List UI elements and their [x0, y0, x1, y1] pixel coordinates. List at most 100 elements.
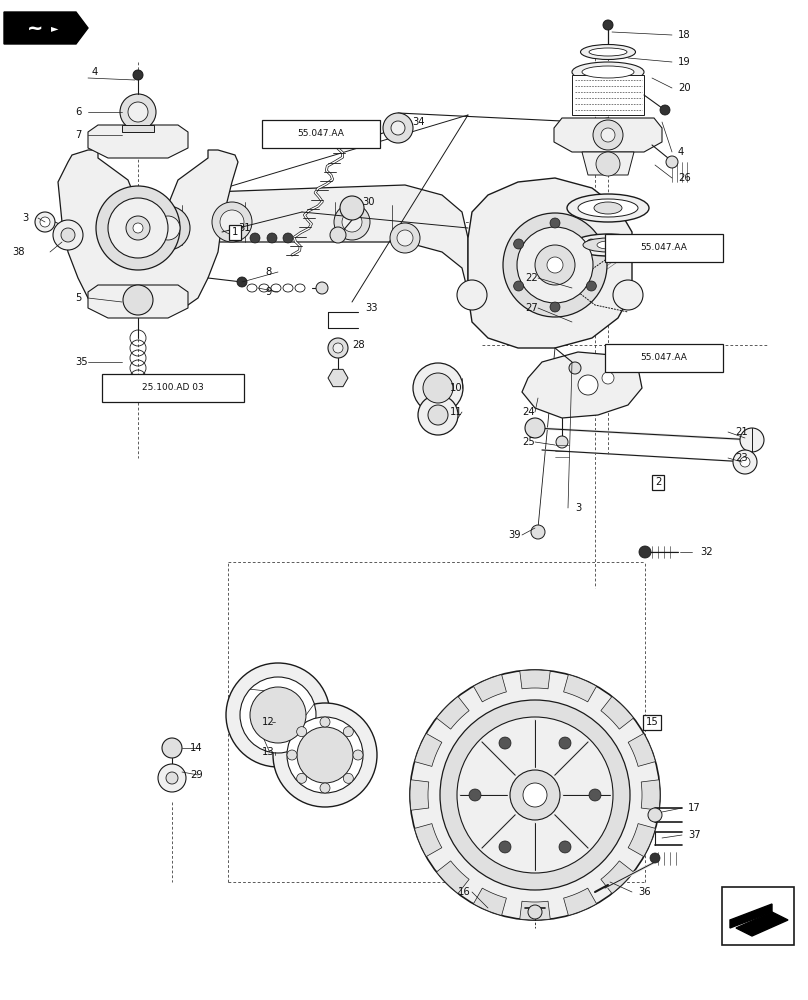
Text: 23: 23 [735, 453, 747, 463]
Circle shape [146, 206, 190, 250]
Circle shape [613, 280, 643, 310]
Circle shape [287, 717, 363, 793]
Text: 31: 31 [238, 223, 250, 233]
Circle shape [666, 156, 678, 168]
Circle shape [639, 546, 651, 558]
Text: 21: 21 [735, 427, 747, 437]
Text: 3: 3 [575, 503, 581, 513]
Text: 11: 11 [450, 407, 463, 417]
Circle shape [237, 277, 247, 287]
Wedge shape [564, 675, 596, 702]
Polygon shape [88, 125, 188, 158]
Circle shape [287, 750, 297, 760]
Text: ►: ► [51, 23, 59, 33]
Bar [722, 887, 794, 945]
Circle shape [250, 687, 306, 743]
Polygon shape [554, 118, 662, 152]
Wedge shape [436, 696, 469, 729]
Circle shape [391, 121, 405, 135]
Circle shape [550, 302, 560, 312]
Circle shape [423, 373, 453, 403]
Text: 34: 34 [412, 117, 424, 127]
Text: 55.047.AA: 55.047.AA [297, 129, 344, 138]
Circle shape [316, 282, 328, 294]
Circle shape [390, 223, 420, 253]
Circle shape [53, 220, 83, 250]
Circle shape [528, 905, 542, 919]
Circle shape [133, 223, 143, 233]
Circle shape [128, 102, 148, 122]
Circle shape [603, 20, 613, 30]
Circle shape [740, 428, 764, 452]
Text: 55.047.AA: 55.047.AA [641, 243, 688, 252]
Circle shape [418, 395, 458, 435]
Wedge shape [642, 780, 660, 810]
Circle shape [517, 227, 593, 303]
Text: 36: 36 [638, 887, 650, 897]
Text: 25: 25 [522, 437, 535, 447]
Circle shape [61, 228, 75, 242]
Circle shape [469, 789, 481, 801]
Circle shape [40, 217, 50, 227]
Circle shape [226, 663, 330, 767]
Text: 8: 8 [265, 267, 271, 277]
Circle shape [343, 727, 353, 737]
Text: 26: 26 [678, 173, 691, 183]
Text: 20: 20 [678, 83, 691, 93]
Polygon shape [730, 904, 772, 928]
Text: ~: ~ [27, 18, 43, 37]
Circle shape [158, 764, 186, 792]
Text: 15: 15 [646, 717, 659, 727]
Text: 10: 10 [450, 383, 463, 393]
Wedge shape [410, 780, 429, 810]
Bar [102, 374, 244, 402]
Circle shape [587, 281, 596, 291]
Circle shape [126, 216, 150, 240]
Polygon shape [582, 152, 634, 175]
Circle shape [593, 120, 623, 150]
Text: 14: 14 [190, 743, 203, 753]
Circle shape [559, 737, 571, 749]
Circle shape [547, 257, 563, 273]
Polygon shape [4, 12, 88, 44]
Circle shape [340, 196, 364, 220]
Circle shape [343, 773, 353, 783]
Wedge shape [628, 824, 655, 857]
Wedge shape [436, 861, 469, 894]
Polygon shape [522, 352, 642, 418]
Circle shape [383, 113, 413, 143]
Polygon shape [468, 178, 632, 348]
Text: 2: 2 [654, 477, 661, 487]
Ellipse shape [567, 194, 649, 222]
Text: 30: 30 [362, 197, 374, 207]
Text: 3: 3 [22, 213, 28, 223]
Circle shape [559, 841, 571, 853]
Text: 27: 27 [525, 303, 538, 313]
Circle shape [297, 727, 307, 737]
Wedge shape [415, 824, 442, 857]
Circle shape [267, 233, 277, 243]
Circle shape [440, 700, 630, 890]
Polygon shape [58, 150, 238, 312]
Polygon shape [88, 285, 188, 318]
Circle shape [410, 670, 660, 920]
Wedge shape [564, 888, 596, 915]
Circle shape [353, 750, 363, 760]
Circle shape [550, 218, 560, 228]
Ellipse shape [594, 202, 622, 214]
Circle shape [740, 457, 750, 467]
Circle shape [556, 436, 568, 448]
Circle shape [96, 186, 180, 270]
Text: 33: 33 [365, 303, 377, 313]
Text: 17: 17 [688, 803, 701, 813]
Text: 16: 16 [458, 887, 471, 897]
Wedge shape [601, 696, 633, 729]
Circle shape [503, 213, 607, 317]
Polygon shape [736, 912, 788, 936]
Circle shape [128, 380, 148, 400]
Text: 38: 38 [12, 247, 24, 257]
Ellipse shape [597, 241, 619, 249]
Circle shape [297, 727, 353, 783]
Circle shape [320, 717, 330, 727]
Circle shape [297, 773, 307, 783]
